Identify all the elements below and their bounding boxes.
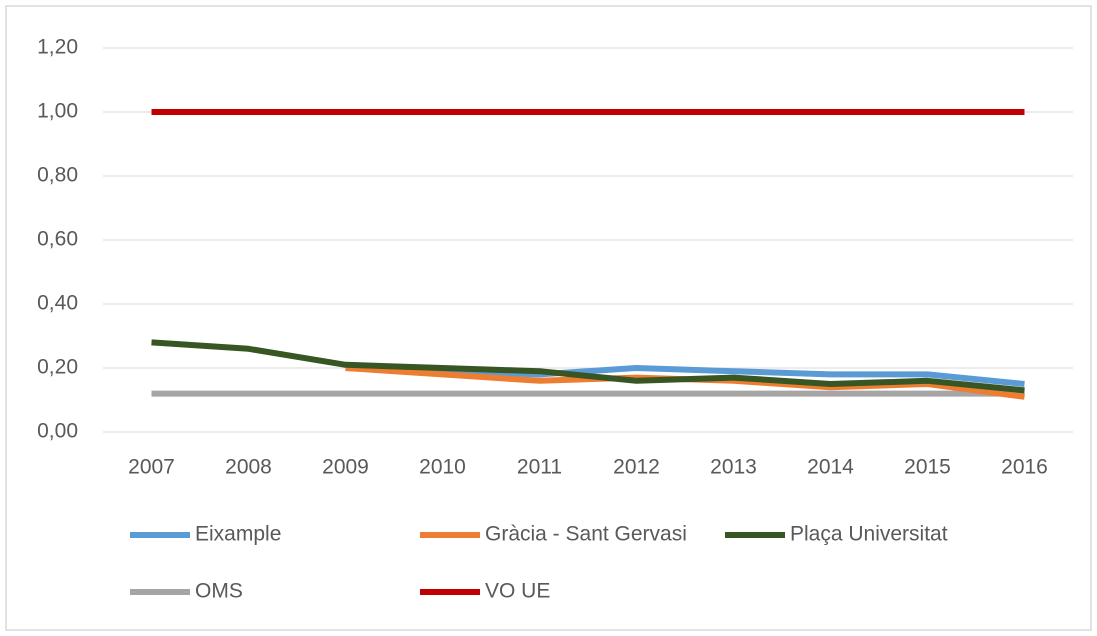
x-tick-label: 2015 <box>904 456 951 479</box>
legend-label: VO UE <box>485 580 550 603</box>
x-tick-label: 2008 <box>225 456 272 479</box>
y-tick-label: 0,20 <box>37 356 78 379</box>
legend-label: Plaça Universitat <box>790 523 948 546</box>
legend-label: Eixample <box>195 523 281 546</box>
legend-label: OMS <box>195 580 243 603</box>
x-tick-label: 2010 <box>419 456 466 479</box>
series-line <box>151 339 1025 394</box>
x-tick-label: 2007 <box>128 456 175 479</box>
legend-label: Gràcia - Sant Gervasi <box>485 523 687 546</box>
x-tick-label: 2014 <box>807 456 854 479</box>
x-tick-label: 2016 <box>1001 456 1048 479</box>
x-tick-label: 2011 <box>517 456 562 479</box>
y-tick-label: 0,00 <box>37 420 78 443</box>
x-tick-label: 2012 <box>613 456 660 479</box>
y-tick-label: 1,20 <box>37 36 78 59</box>
x-tick-label: 2009 <box>322 456 369 479</box>
y-tick-label: 0,40 <box>37 292 78 315</box>
y-tick-label: 0,60 <box>37 228 78 251</box>
y-tick-label: 0,80 <box>37 164 78 187</box>
y-tick-label: 1,00 <box>37 100 78 123</box>
x-tick-label: 2013 <box>710 456 757 479</box>
series-line <box>345 365 1025 387</box>
